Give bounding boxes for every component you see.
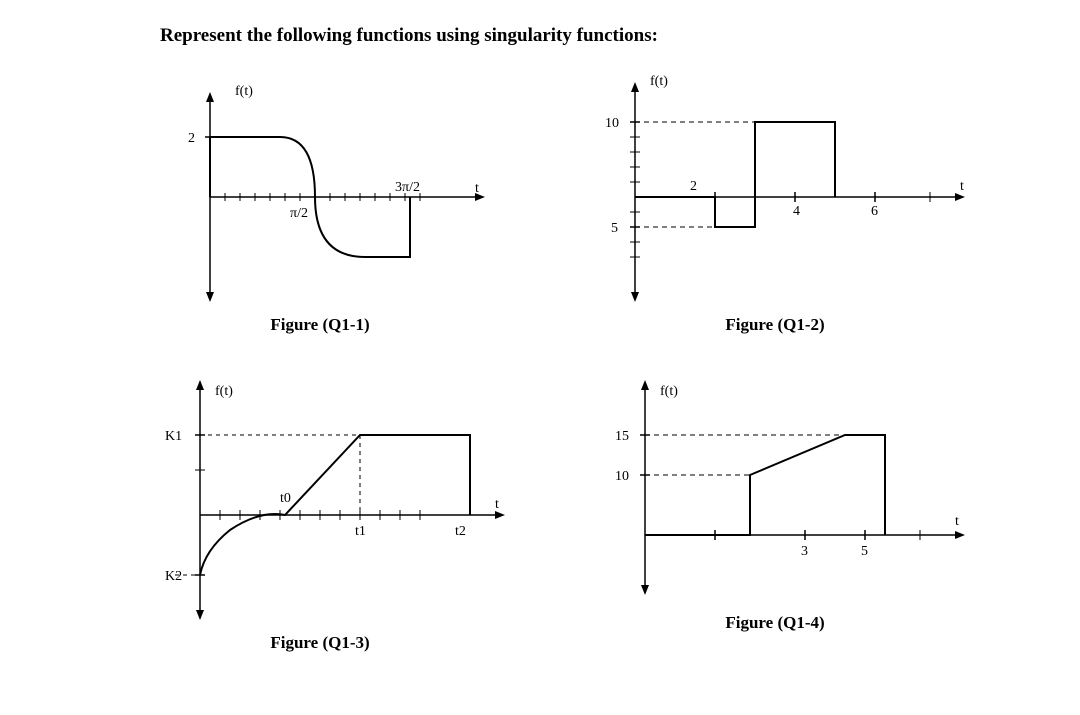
q12-xtick3: 6 bbox=[871, 204, 878, 219]
q12-ylabel: f(t) bbox=[650, 74, 668, 89]
q12-ytick-bot: 5 bbox=[611, 221, 618, 236]
q14-xlabel: t bbox=[955, 514, 959, 529]
figure-grid: 2 π/2 3π/2 f(t) t Figure (Q1-1) bbox=[120, 77, 1000, 653]
q14-ybot: 10 bbox=[615, 469, 629, 484]
q13-xt1: t1 bbox=[355, 524, 366, 539]
figure-q1-1: 2 π/2 3π/2 f(t) t Figure (Q1-1) bbox=[120, 77, 520, 335]
figure-q1-4-caption: Figure (Q1-4) bbox=[725, 613, 824, 633]
figure-q1-3-svg: K1 K2 t0 t1 t2 f(t) t bbox=[120, 375, 520, 625]
figure-q1-3-caption: Figure (Q1-3) bbox=[270, 633, 369, 653]
q11-xtick2: 3π/2 bbox=[395, 180, 420, 195]
q11-ytick: 2 bbox=[188, 131, 195, 146]
q13-ybot: K2 bbox=[165, 569, 182, 584]
page-title: Represent the following functions using … bbox=[160, 25, 1000, 47]
q12-xlabel: t bbox=[960, 179, 964, 194]
figure-q1-4-svg: 15 10 3 5 f(t) t bbox=[575, 375, 975, 605]
q14-xt2: 5 bbox=[861, 544, 868, 559]
q11-ylabel: f(t) bbox=[235, 84, 253, 99]
figure-q1-4: 15 10 3 5 f(t) t Figure (Q1-4) bbox=[570, 375, 980, 653]
figure-q1-2-svg: 10 5 2 4 6 f(t) t bbox=[575, 77, 975, 307]
figure-q1-1-svg: 2 π/2 3π/2 f(t) t bbox=[140, 77, 500, 307]
q13-xt2: t2 bbox=[455, 524, 466, 539]
q11-xlabel: t bbox=[475, 181, 479, 196]
figure-q1-2-caption: Figure (Q1-2) bbox=[725, 315, 824, 335]
q14-ylabel: f(t) bbox=[660, 384, 678, 399]
q12-xtick2: 4 bbox=[793, 204, 800, 219]
q13-ytop: K1 bbox=[165, 429, 182, 444]
q14-ytop: 15 bbox=[615, 429, 629, 444]
q11-xtick1: π/2 bbox=[290, 206, 308, 221]
q13-xlabel: t bbox=[495, 497, 499, 512]
q13-xt0: t0 bbox=[280, 491, 291, 506]
figure-q1-1-caption: Figure (Q1-1) bbox=[270, 315, 369, 335]
q14-xt1: 3 bbox=[801, 544, 808, 559]
figure-q1-2: 10 5 2 4 6 f(t) t Figu bbox=[570, 77, 980, 335]
q12-xtick1: 2 bbox=[690, 179, 697, 194]
q12-ytick-top: 10 bbox=[605, 116, 619, 131]
figure-q1-3: K1 K2 t0 t1 t2 f(t) t bbox=[120, 375, 520, 653]
q13-ylabel: f(t) bbox=[215, 384, 233, 399]
